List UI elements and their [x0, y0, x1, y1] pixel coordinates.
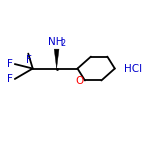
Text: F: F [7, 74, 13, 84]
Text: F: F [7, 59, 13, 69]
Text: HCl: HCl [124, 64, 142, 74]
Text: 2: 2 [60, 39, 66, 48]
Polygon shape [54, 49, 59, 69]
Text: NH: NH [48, 37, 64, 47]
Text: F: F [26, 55, 31, 65]
Text: O: O [75, 76, 83, 86]
